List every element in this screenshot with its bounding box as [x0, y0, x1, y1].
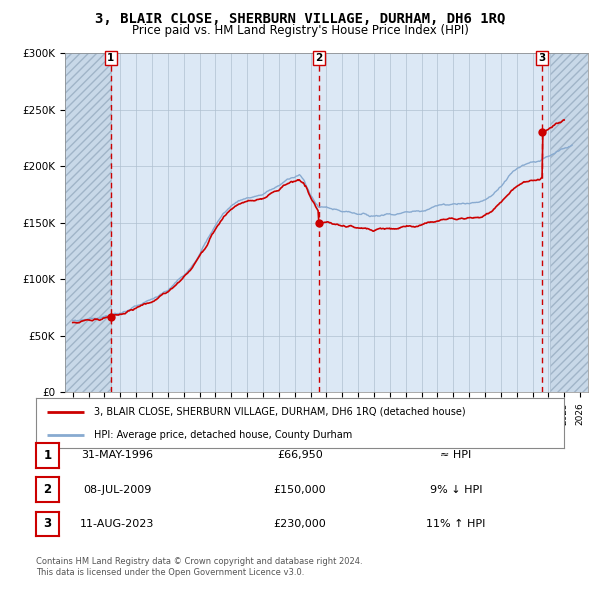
Text: 31-MAY-1996: 31-MAY-1996	[81, 451, 153, 460]
Text: This data is licensed under the Open Government Licence v3.0.: This data is licensed under the Open Gov…	[36, 568, 304, 577]
Text: £66,950: £66,950	[277, 451, 323, 460]
Text: 2: 2	[315, 53, 322, 63]
Text: Price paid vs. HM Land Registry's House Price Index (HPI): Price paid vs. HM Land Registry's House …	[131, 24, 469, 37]
Text: 3, BLAIR CLOSE, SHERBURN VILLAGE, DURHAM, DH6 1RQ: 3, BLAIR CLOSE, SHERBURN VILLAGE, DURHAM…	[95, 12, 505, 26]
Text: HPI: Average price, detached house, County Durham: HPI: Average price, detached house, Coun…	[94, 430, 352, 440]
Text: 1: 1	[43, 449, 52, 462]
Text: £150,000: £150,000	[274, 485, 326, 494]
Text: £230,000: £230,000	[274, 519, 326, 529]
Bar	[550, 53, 588, 392]
Text: 3, BLAIR CLOSE, SHERBURN VILLAGE, DURHAM, DH6 1RQ (detached house): 3, BLAIR CLOSE, SHERBURN VILLAGE, DURHAM…	[94, 407, 466, 417]
Bar	[65, 53, 111, 392]
Text: 11-AUG-2023: 11-AUG-2023	[80, 519, 154, 529]
Text: ≈ HPI: ≈ HPI	[440, 451, 472, 460]
Text: 3: 3	[539, 53, 546, 63]
Text: 11% ↑ HPI: 11% ↑ HPI	[427, 519, 485, 529]
Text: 08-JUL-2009: 08-JUL-2009	[83, 485, 151, 494]
Text: 3: 3	[43, 517, 52, 530]
Text: Contains HM Land Registry data © Crown copyright and database right 2024.: Contains HM Land Registry data © Crown c…	[36, 558, 362, 566]
Text: 9% ↓ HPI: 9% ↓ HPI	[430, 485, 482, 494]
Text: 2: 2	[43, 483, 52, 496]
Text: 1: 1	[107, 53, 115, 63]
